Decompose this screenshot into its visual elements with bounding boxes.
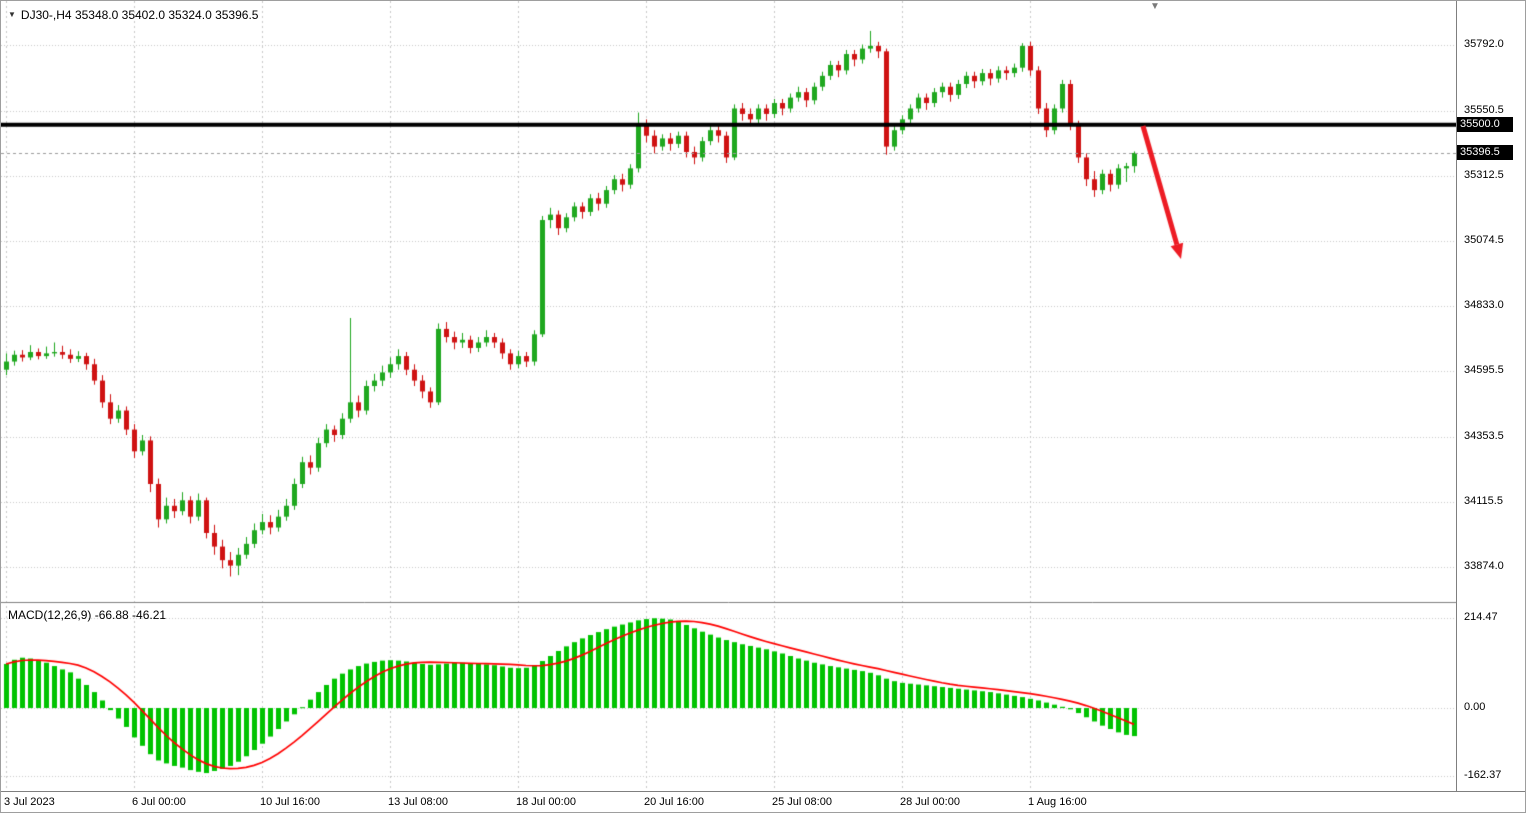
symbol-ohlc-label: DJ30-,H4 35348.0 35402.0 35324.0 35396.5 [20,8,259,22]
price-axis-label: 35550.5 [1464,104,1504,117]
price-axis-label: 33874.0 [1464,560,1504,573]
price-axis-label: 34115.5 [1464,494,1503,507]
time-axis-label: 13 Jul 08:00 [388,796,448,808]
price-axis-label: 35792.0 [1464,38,1504,51]
price-axis[interactable]: 35792.0 35550.5 35312.5 35074.5 34833.0 34595… [1456,1,1525,791]
symbol-dropdown-icon[interactable]: ▼ [8,10,16,19]
time-axis-label: 20 Jul 16:00 [644,796,704,808]
macd-axis-label: 0.00 [1464,701,1486,714]
price-axis-label: 34833.0 [1464,299,1504,312]
macd-axis-label: 214.47 [1464,611,1498,624]
macd-indicator-label: MACD(12,26,9) -66.88 -46.21 [8,608,167,622]
chart-canvas[interactable] [1,1,1456,791]
scroll-marker-icon[interactable]: ▼ [1150,1,1160,12]
macd-axis-label: -162.37 [1464,769,1502,782]
time-axis-label: 1 Aug 16:00 [1028,796,1087,808]
time-axis-label: 10 Jul 16:00 [260,796,320,808]
time-axis[interactable]: 3 Jul 2023 6 Jul 00:00 10 Jul 16:00 13 Jul … [1,791,1525,812]
time-axis-label: 28 Jul 00:00 [900,796,960,808]
price-axis-label: 35074.5 [1464,233,1504,246]
time-axis-label: 3 Jul 2023 [4,796,55,808]
time-axis-label: 25 Jul 08:00 [772,796,832,808]
price-axis-label: 34595.5 [1464,363,1504,376]
time-axis-label: 18 Jul 00:00 [516,796,576,808]
time-axis-label: 6 Jul 00:00 [132,796,186,808]
last-price-badge: 35396.5 [1457,144,1513,160]
price-axis-label: 34353.5 [1464,429,1504,442]
hline-price-badge: 35500.0 [1457,116,1513,132]
price-axis-label: 35312.5 [1464,168,1504,181]
symbol-header: ▼ DJ30-,H4 35348.0 35402.0 35324.0 35396… [8,8,258,22]
